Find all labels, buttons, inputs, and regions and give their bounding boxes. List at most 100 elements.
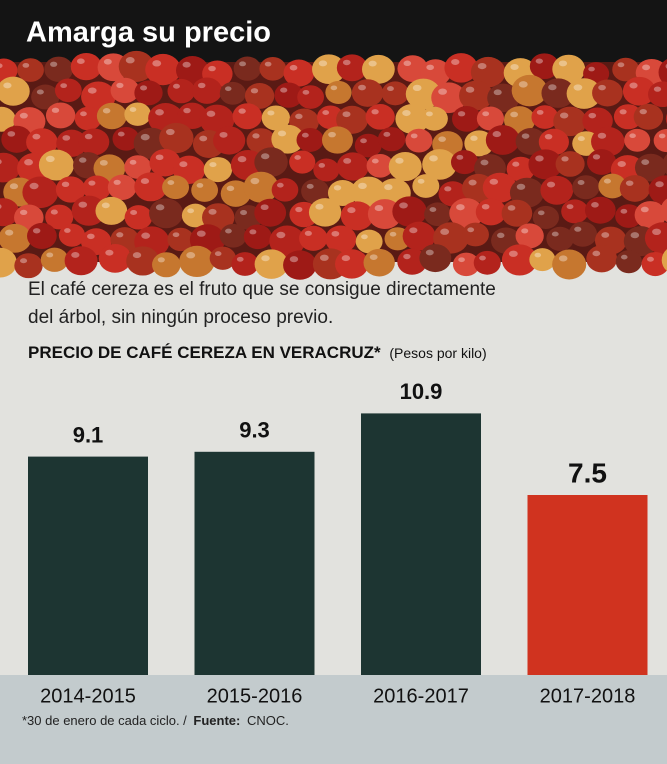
cherry-highlight [389, 231, 397, 237]
bar [194, 451, 315, 675]
cherry-highlight [438, 136, 446, 142]
cherry-highlight [157, 257, 165, 263]
cherry-highlight [88, 180, 96, 186]
cherry [485, 125, 520, 155]
cherry-highlight [99, 159, 108, 166]
cherry-highlight [342, 59, 351, 66]
cherry [568, 221, 598, 247]
cherry [296, 127, 324, 152]
cherry [405, 128, 433, 153]
cherry-highlight [412, 84, 422, 92]
cherry-highlight [457, 111, 466, 117]
cherry [31, 84, 60, 110]
cherry [419, 244, 452, 273]
cherry-highlight [429, 207, 437, 212]
cherry-highlight [371, 158, 379, 164]
cherry-highlight [240, 210, 248, 216]
cherry-highlight [601, 232, 610, 238]
cherry-highlight [566, 204, 574, 210]
cherry [299, 225, 328, 251]
cherry [633, 103, 664, 130]
cherry-highlight [24, 159, 33, 166]
cherry [149, 198, 184, 229]
cherry [660, 198, 667, 223]
cherry [450, 150, 479, 175]
cherry [283, 59, 315, 87]
cherry [402, 221, 436, 251]
cherry [506, 156, 535, 182]
cherry [566, 78, 602, 109]
cherry [340, 201, 374, 231]
cherry-highlight [426, 111, 433, 117]
cherry-highlight [78, 201, 88, 208]
cherry [243, 224, 272, 250]
cherry [134, 80, 163, 106]
cherry [44, 56, 74, 82]
cherry [14, 253, 43, 279]
cherry [219, 81, 246, 105]
cherry [0, 106, 16, 132]
cherry-highlight [333, 185, 342, 191]
cherry [54, 78, 82, 103]
cherry [297, 85, 325, 109]
cherry [377, 127, 406, 152]
cherry-highlight [64, 228, 71, 233]
cherry-highlight [458, 257, 465, 263]
cherry [0, 152, 21, 183]
cherry-highlight [152, 60, 162, 67]
cherry [191, 178, 219, 202]
cherry [648, 175, 667, 205]
cherry-highlight [80, 111, 87, 117]
cherry-highlight [172, 232, 180, 238]
cherry [167, 78, 196, 104]
cherry-highlight [116, 232, 124, 238]
cherry [363, 248, 395, 277]
cherry-highlight [173, 83, 180, 89]
cherry-highlight [577, 136, 585, 142]
cherry-highlight [444, 186, 452, 192]
cherry [452, 252, 480, 277]
cherry-highlight [658, 133, 666, 139]
cherry-highlight [603, 178, 611, 184]
cherry [254, 147, 288, 177]
cherry [366, 153, 394, 178]
cherry-highlight [318, 60, 328, 67]
cherry [64, 246, 98, 276]
cherry-highlight [625, 180, 634, 186]
cherry-highlight [260, 204, 269, 211]
cherry [110, 77, 140, 104]
cherry [501, 244, 538, 276]
cherry-highlight [508, 250, 518, 257]
cherry-highlight [22, 62, 30, 68]
cherry-highlight [465, 86, 475, 93]
cherry-highlight [301, 132, 309, 138]
cherry-highlight [186, 252, 196, 259]
cherry-highlight [5, 229, 14, 236]
cherry [162, 175, 190, 200]
cherry [662, 154, 667, 175]
cherry-highlight [295, 113, 303, 120]
cherry [476, 106, 505, 131]
cherry [70, 52, 102, 81]
cherry [586, 245, 618, 273]
cherry [661, 249, 667, 272]
cherry [45, 102, 76, 129]
cherry [619, 175, 651, 202]
cherry [134, 172, 168, 202]
cherry [78, 128, 110, 156]
category-label: 2017-2018 [540, 685, 636, 707]
cherry-highlight [182, 61, 191, 68]
cherry [444, 53, 478, 83]
cherry-highlight [617, 62, 625, 68]
value-label: 9.3 [239, 418, 270, 443]
cherry-highlight [306, 183, 314, 189]
cherry [592, 79, 623, 107]
cherry-highlight [267, 110, 275, 116]
cherry-highlight [620, 254, 628, 260]
cherry [274, 82, 304, 108]
cherry-highlight [493, 89, 502, 96]
cherry [98, 243, 132, 273]
cherry [641, 251, 667, 277]
cherry [191, 77, 223, 104]
cherry-highlight [492, 131, 502, 138]
